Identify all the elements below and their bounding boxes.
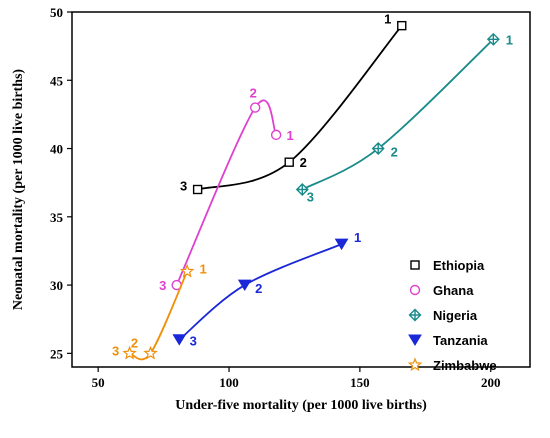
point-label: 3 [190, 334, 197, 349]
y-tick-label: 35 [50, 210, 64, 225]
x-tick-label: 100 [219, 375, 239, 390]
point-label: 2 [300, 155, 307, 170]
diamond-plus-marker [295, 183, 309, 196]
legend-label: Ghana [433, 283, 474, 298]
data-point [397, 20, 407, 31]
point-label: 2 [250, 86, 257, 101]
point-label: 1 [287, 128, 294, 143]
square-marker [410, 260, 420, 270]
point-label: 1 [200, 261, 207, 276]
data-point [179, 263, 195, 278]
data-point [334, 238, 349, 251]
data-point [371, 142, 385, 156]
legend-marker [408, 334, 422, 346]
plot-area [71, 11, 531, 368]
point-label: 3 [159, 278, 166, 293]
diamond-plus-marker [408, 308, 422, 322]
series-ethiopia: 123 [180, 12, 407, 195]
legend-marker [409, 284, 421, 296]
y-tick-label: 40 [50, 142, 63, 157]
data-point [143, 345, 158, 360]
series-line [301, 38, 494, 191]
x-axis: 50 100 150 200 [92, 367, 501, 390]
data-point [249, 102, 261, 113]
y-tick-label: 25 [50, 346, 64, 361]
legend: Ethiopia Ghana Nigeria Tanzania Zimbabwe [407, 258, 497, 373]
triangle-down-marker [408, 334, 422, 346]
star-marker [179, 263, 195, 278]
series-nigeria: 1 2 3 [295, 32, 513, 205]
data-point [295, 183, 309, 196]
point-label: 1 [354, 230, 361, 245]
triangle-down-marker [334, 238, 349, 251]
legend-item-ghana: Ghana [409, 283, 474, 298]
point-label: 3 [112, 343, 119, 358]
data-point [270, 129, 282, 141]
series-tanzania: 1 2 3 [172, 230, 361, 349]
legend-label: Zimbabwe [433, 358, 497, 373]
y-tick-label: 45 [50, 73, 64, 88]
star-marker [407, 357, 423, 372]
circle-marker [409, 284, 421, 296]
circle-marker [249, 102, 261, 113]
legend-marker [407, 357, 423, 372]
legend-item-ethiopia: Ethiopia [410, 258, 485, 273]
y-tick-label: 50 [50, 5, 63, 20]
point-label: 2 [391, 145, 398, 160]
legend-marker [410, 260, 420, 270]
data-point [486, 32, 500, 46]
legend-label: Nigeria [433, 308, 478, 323]
data-point [122, 345, 137, 360]
legend-label: Tanzania [433, 333, 488, 348]
data-point [172, 334, 187, 346]
x-axis-title: Under-five mortality (per 1000 live birt… [175, 398, 427, 413]
legend-item-nigeria: Nigeria [408, 308, 478, 323]
diamond-plus-marker [371, 142, 385, 156]
point-label: 2 [255, 281, 262, 296]
point-label: 1 [506, 32, 513, 47]
x-tick-label: 200 [481, 375, 501, 390]
square-marker [284, 157, 294, 167]
x-tick-label: 50 [92, 375, 105, 390]
circle-marker [270, 129, 282, 141]
triangle-down-marker [237, 279, 252, 292]
star-marker [143, 345, 158, 360]
series-line [175, 99, 277, 286]
triangle-down-marker [172, 334, 187, 346]
legend-marker [408, 308, 422, 322]
legend-label: Ethiopia [433, 258, 485, 273]
square-marker [397, 20, 407, 31]
data-point [284, 157, 294, 167]
series-zimbabwe: 123 [112, 261, 207, 361]
y-axis-title: Neonatal mortality (per 1000 live births… [11, 69, 26, 311]
star-marker [122, 345, 137, 360]
point-label: 1 [384, 12, 391, 27]
data-point [192, 184, 203, 195]
plot-frame [71, 11, 531, 368]
x-tick-label: 150 [350, 375, 370, 390]
legend-item-tanzania: Tanzania [408, 333, 488, 348]
y-tick-label: 30 [50, 278, 63, 293]
data-point [237, 279, 252, 292]
legend-item-zimbabwe: Zimbabwe [407, 357, 497, 373]
point-label: 3 [307, 190, 314, 205]
point-label: 3 [180, 179, 187, 194]
series-ghana: 1 2 3 [159, 86, 294, 294]
y-axis: 25 30 35 40 45 50 [50, 5, 72, 361]
square-marker [192, 184, 203, 195]
point-label: 2 [131, 335, 138, 350]
diamond-plus-marker [486, 32, 500, 46]
